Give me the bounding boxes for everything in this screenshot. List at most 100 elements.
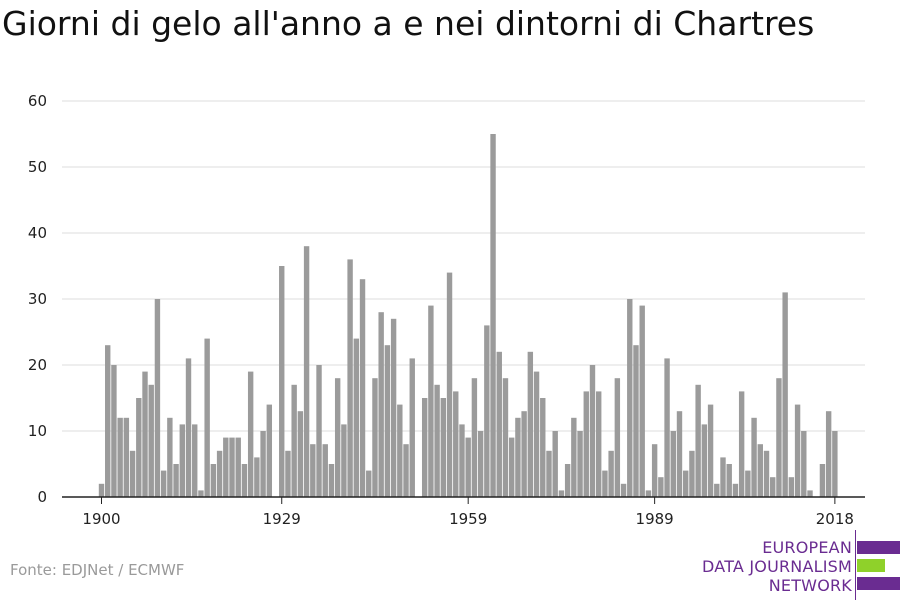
- y-tick-label: 40: [28, 224, 47, 242]
- bar-2011: [788, 477, 795, 497]
- bar-1922: [235, 437, 241, 497]
- bar-1923: [241, 464, 248, 497]
- bar-1965: [502, 378, 509, 497]
- bar-1924: [247, 371, 254, 497]
- bar-1964: [496, 351, 502, 497]
- bar-1934: [310, 444, 316, 497]
- bar-2006: [757, 444, 763, 497]
- bar-1968: [521, 411, 527, 497]
- bar-1995: [689, 450, 695, 497]
- x-tick-label: 2018: [816, 510, 854, 528]
- bar-1956: [446, 272, 453, 497]
- bar-1992: [670, 431, 676, 497]
- bar-1900: [98, 483, 105, 497]
- bar-1963: [490, 134, 496, 497]
- bar-1939: [341, 424, 347, 497]
- bar-1903: [117, 417, 123, 497]
- bar-1941: [353, 338, 360, 497]
- bar-2010: [782, 292, 788, 497]
- bar-1983: [614, 378, 621, 497]
- bar-1935: [316, 365, 322, 497]
- bar-1973: [552, 431, 558, 497]
- bar-1930: [285, 450, 291, 497]
- bar-1938: [334, 378, 341, 497]
- bar-1908: [148, 384, 154, 497]
- bar-chart: 0 10 20 30 40 50 60 1900 1929 1959 1989 2018: [28, 92, 865, 528]
- bar-1931: [291, 384, 297, 497]
- bar-1910: [160, 470, 167, 497]
- bar-1942: [359, 279, 366, 497]
- bar-1962: [484, 325, 490, 497]
- bar-2003: [738, 391, 745, 497]
- source-note: Fonte: EDJNet / ECMWF: [10, 561, 185, 579]
- bar-1937: [328, 464, 335, 497]
- bar-1961: [477, 431, 484, 497]
- logo-line-3: NETWORK: [768, 576, 852, 595]
- bar-1991: [664, 358, 670, 497]
- bar-2012: [794, 404, 801, 497]
- bar-1980: [596, 391, 602, 497]
- bar-1945: [378, 312, 384, 497]
- bar-2007: [763, 450, 770, 497]
- bar-2009: [776, 378, 782, 497]
- bar-1981: [602, 470, 608, 497]
- y-tick-label: 20: [28, 356, 47, 374]
- bar-2013: [801, 431, 807, 497]
- y-tick-label: 60: [28, 92, 47, 110]
- bar-1986: [633, 345, 639, 497]
- bar-2005: [751, 417, 757, 497]
- bar-1914: [185, 358, 192, 497]
- chart-title: Giorni di gelo all'anno a e nei dintorni…: [2, 4, 815, 43]
- x-axis-labels: 1900 1929 1959 1989 2018: [82, 497, 854, 528]
- bar-2016: [819, 464, 826, 497]
- gridlines: [62, 100, 865, 432]
- bar-1987: [639, 305, 645, 497]
- bar-1998: [707, 404, 714, 497]
- bar-1936: [322, 444, 328, 497]
- logo-divider: [855, 530, 856, 600]
- bar-1988: [645, 490, 652, 497]
- bar-1977: [577, 431, 583, 497]
- bar-1927: [266, 404, 273, 497]
- x-tick-label: 1900: [82, 510, 120, 528]
- bar-1959: [465, 437, 471, 497]
- y-tick-label: 30: [28, 290, 47, 308]
- bar-1913: [179, 424, 185, 497]
- y-tick-label: 10: [28, 422, 47, 440]
- bar-2004: [745, 470, 751, 497]
- y-axis-labels: 0 10 20 30 40 50 60: [28, 92, 47, 506]
- bar-1971: [540, 398, 546, 497]
- bar-1989: [651, 444, 658, 497]
- bar-2000: [720, 457, 726, 497]
- bar-1907: [142, 371, 148, 497]
- bar-1993: [676, 411, 683, 497]
- bar-1952: [421, 398, 428, 497]
- bar-1901: [105, 345, 111, 497]
- bar-1954: [434, 384, 440, 497]
- bar-1911: [167, 417, 173, 497]
- bar-1966: [508, 437, 515, 497]
- bar-2001: [726, 464, 732, 497]
- bar-1960: [471, 378, 478, 497]
- bar-2002: [732, 483, 739, 497]
- bar-1972: [546, 450, 552, 497]
- bar-1953: [428, 305, 434, 497]
- bar-1985: [627, 299, 633, 497]
- bar-1912: [173, 464, 179, 497]
- bar-1932: [297, 411, 304, 497]
- bar-1921: [229, 437, 235, 497]
- bar-1918: [210, 464, 217, 497]
- bar-1916: [198, 490, 204, 497]
- bar-1994: [683, 470, 689, 497]
- bar-2014: [807, 490, 813, 497]
- bar-1929: [279, 266, 285, 497]
- bar-1919: [216, 450, 223, 497]
- bar-1969: [527, 351, 534, 497]
- logo-bar-purple-top: [857, 541, 900, 554]
- bar-1958: [459, 424, 465, 497]
- bar-1950: [409, 358, 415, 497]
- bar-1975: [564, 464, 571, 497]
- bar-1904: [123, 417, 130, 497]
- bar-1944: [372, 378, 378, 497]
- bar-1906: [136, 398, 142, 497]
